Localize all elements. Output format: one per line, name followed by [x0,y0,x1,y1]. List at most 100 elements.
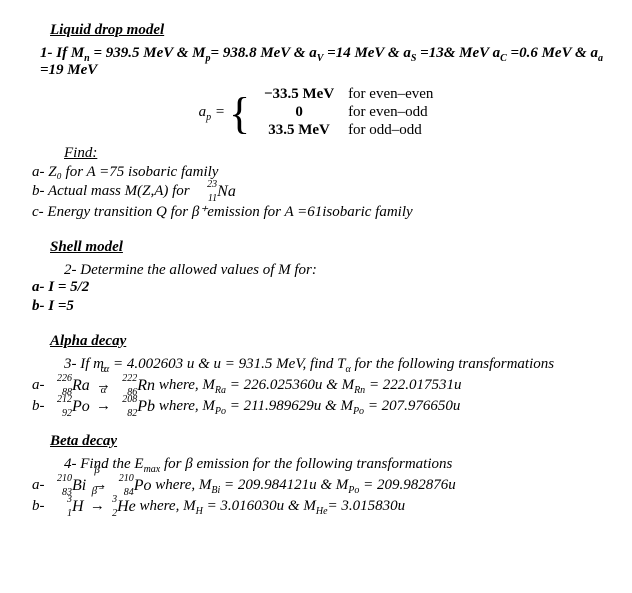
element-symbol: Bi [72,477,86,494]
sub: Po [348,485,359,496]
sub: He [316,506,328,517]
element-symbol: Po [72,398,90,415]
element-symbol: Po [134,477,152,494]
q1-constants-line: 1- If Mn = 939.5 MeV & Mp= 938.8 MeV & a… [40,45,608,79]
sub: Po [215,406,226,417]
q1a: a- Z₀ for A =75 isobaric family [32,164,608,181]
sub: max [144,464,161,475]
text: b- Actual mass M(Z,A) for [32,183,193,199]
text: = 939.5 MeV & M [90,45,206,61]
nuclide-pb208: 208 82 Pb [137,399,155,415]
q4-line: 4- Find the Emax for β emission for the … [64,456,608,473]
q2a: a- I = 5/2 [32,279,608,296]
find-label: Find: [64,145,608,162]
text: a [199,104,207,120]
q1c: c- Energy transition Q for β⁺emission fo… [32,202,608,221]
sub: Rn [354,385,365,396]
atomic-number: 82 [113,409,137,419]
section-title-liquid: Liquid drop model [50,22,608,39]
case-val: 33.5 MeV [254,121,344,139]
text: =19 MeV [40,62,97,78]
q3-line: 3- If mα = 4.002603 u & u = 931.5 MeV, f… [64,356,608,373]
ap-cases-equation: ap = { −33.5 MeVfor even–even 0for even–… [24,85,608,139]
element-symbol: He [117,498,136,515]
nuclide-po210: 210 84 Po [134,478,152,494]
text: =14 MeV & a [323,45,410,61]
element-symbol: Pb [137,398,155,415]
text: = 207.976650u [364,398,460,414]
q2b: b- I =5 [32,298,608,315]
element-symbol: Na [217,183,236,200]
sub: Po [353,406,364,417]
element-symbol: H [72,498,84,515]
text: = 209.984121u & M [220,477,348,493]
case-row: 0for even–odd [254,103,433,121]
nuclide-po212: 212 92 Po [72,399,90,415]
mass-number: 226 [48,374,72,384]
text: = 226.025360u & M [226,377,354,393]
arrow-label: α [94,363,114,375]
sub: C [500,53,507,64]
text: 1- If M [40,45,84,61]
text: for the following transformations [351,356,554,372]
q1b: b- Actual mass M(Z,A) for 23 11 Na [32,183,608,200]
alpha-reaction-b: b- 212 92 Po α→ 208 82 Pb where, MPo = 2… [32,398,608,415]
case-val: −33.5 MeV [254,85,344,103]
arrow-label: α [94,384,114,396]
case-val: 0 [254,103,344,121]
case-label: for even–even [348,86,433,102]
alpha-reaction-a: a- 226 88 Ra α→ 222 86 Rn where, MRa = 2… [32,377,608,394]
nuclide-bi210: 210 83 Bi [72,478,86,494]
text: =0.6 MeV & a [507,45,598,61]
text: where, M [159,398,215,414]
text: =13& MeV a [416,45,500,61]
text: = 3.015830u [328,498,406,514]
text: for β emission for the following transfo… [160,456,452,472]
section-title-alpha: Alpha decay [50,333,608,350]
sub: H [196,506,203,517]
prefix: b- [32,498,48,514]
atomic-number: 92 [48,409,72,419]
case-label: for odd–odd [348,122,422,138]
nuclide-rn222: 222 86 Rn [137,378,155,394]
text: = 209.982876u [359,477,455,493]
prefix: a- [32,477,48,493]
nuclide-na23: 23 11 Na [217,184,236,200]
mass-number: 210 [48,474,72,484]
mass-number: 3 [93,495,117,505]
text: where, M [139,498,195,514]
case-row: 33.5 MeVfor odd–odd [254,121,433,139]
text: where, M [159,377,215,393]
atomic-number: 2 [93,509,117,519]
atomic-number: 11 [193,194,217,204]
mass-number: 23 [193,180,217,190]
mass-number: 208 [113,395,137,405]
section-title-shell: Shell model [50,239,608,256]
q2-line: 2- Determine the allowed values of M for… [64,262,608,279]
text: = 4.002603 u & u = 931.5 MeV, find T [109,356,345,372]
beta-reaction-a: a- 210 83 Bi β⁻→ 210 84 Po where, MBi = … [32,477,608,494]
arrow-label: β⁻ [90,463,110,476]
mass-number: 210 [110,474,134,484]
text: = 211.989629u & M [226,398,353,414]
nuclide-ra226: 226 88 Ra [72,378,90,394]
ap-label: ap = [199,104,225,121]
beta-reaction-b: b- 3 1 H β⁻→ 3 2 He where, MH = 3.016030… [32,498,608,515]
mass-number: 212 [48,395,72,405]
case-label: for even–odd [348,104,428,120]
element-symbol: Ra [72,377,90,394]
text: = [211,104,225,120]
mass-number: 222 [113,374,137,384]
text: = 222.017531u [365,377,461,393]
liquid-drop-section: Liquid drop model 1- If Mn = 939.5 MeV &… [24,22,608,221]
cases: −33.5 MeVfor even–even 0for even–odd 33.… [254,85,433,139]
left-brace: { [229,92,250,136]
text: = 3.016030u & M [203,498,316,514]
prefix: a- [32,377,48,393]
sub: Ra [215,385,226,396]
nuclide-h3: 3 1 H [72,499,84,515]
alpha-decay-section: Alpha decay 3- If mα = 4.002603 u & u = … [24,333,608,415]
mass-number: 3 [48,495,72,505]
text: = 938.8 MeV & a [211,45,317,61]
shell-model-section: Shell model 2- Determine the allowed val… [24,239,608,315]
